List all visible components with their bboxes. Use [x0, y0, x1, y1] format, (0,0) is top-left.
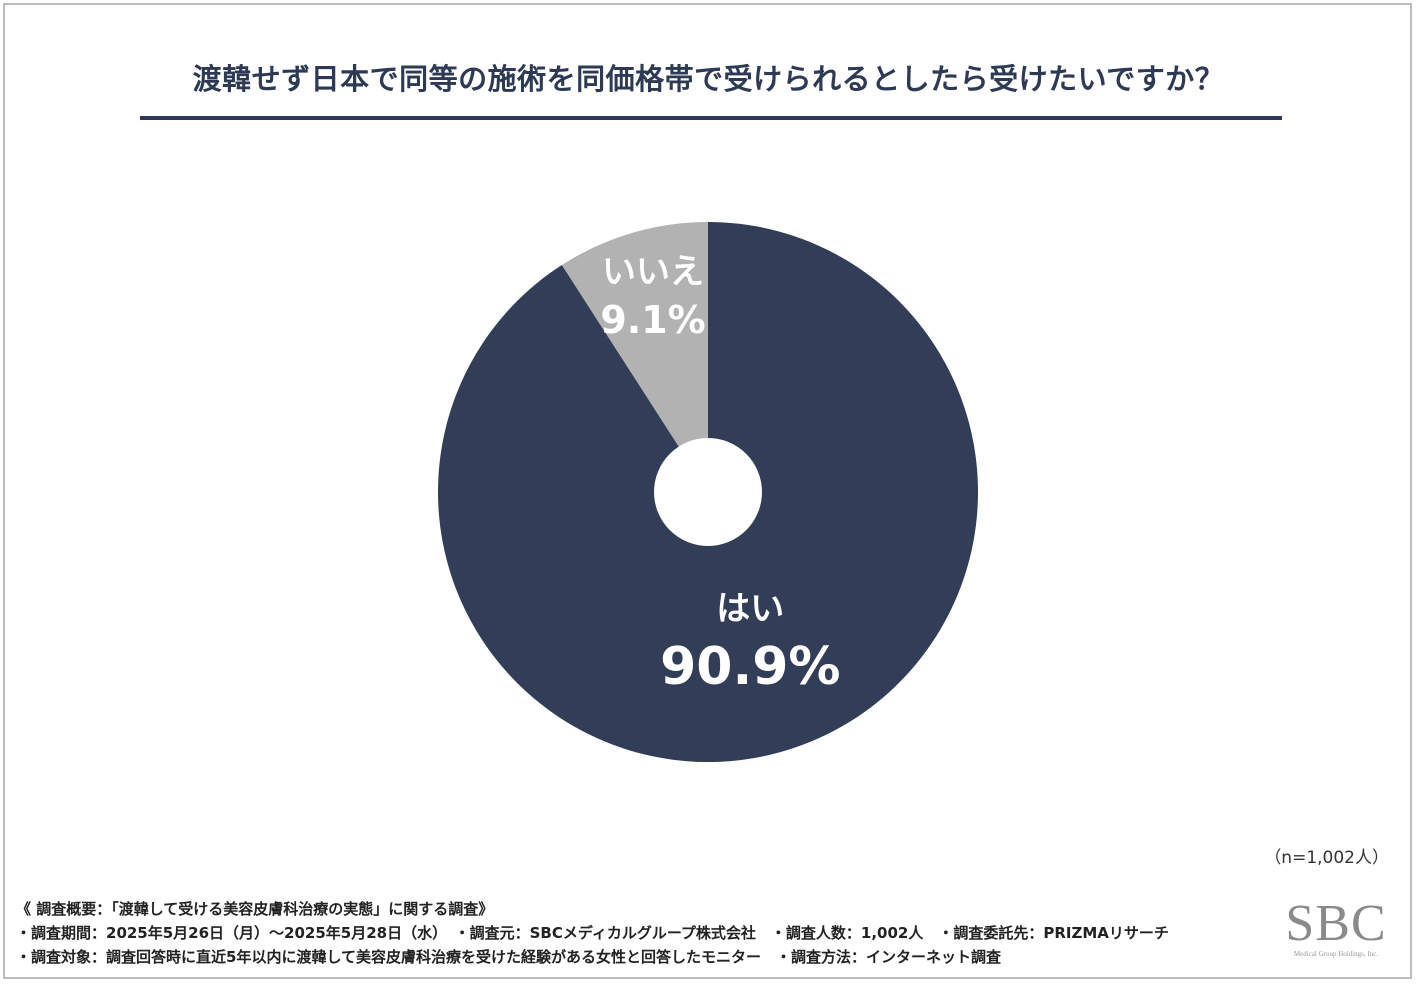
slice-no [561, 222, 708, 492]
label-yes-value: 90.9% [660, 637, 840, 697]
logo-subtitle: Medical Group Holdings, Inc. [1293, 950, 1379, 958]
survey-line-2: ・調査対象：調査回答時に直近5年以内に渡韓して美容皮膚科治療を受けた経験がある女… [16, 948, 1001, 966]
chart-title: 渡韓せず日本で同等の施術を同価格帯で受けられるとしたら受けたいですか？ [192, 62, 1225, 96]
survey-overview: 《 調査概要：「渡韓して受ける美容皮膚科治療の実態」に関する調査》 ・調査期間：… [16, 897, 1169, 969]
label-no-category: いいえ [602, 252, 704, 292]
title-underline [140, 116, 1282, 120]
survey-line-1: ・調査期間：2025年5月26日（月）～2025年5月28日（水） ・調査元：S… [16, 924, 1169, 942]
survey-heading: 《 調査概要：「渡韓して受ける美容皮膚科治療の実態」に関する調査》 [16, 900, 494, 918]
chart-frame [3, 3, 1412, 979]
logo-mark: SBC [1285, 895, 1387, 952]
label-yes-category: はい [716, 589, 784, 629]
sample-size-note: （n=1,002人） [1264, 848, 1389, 868]
sbc-logo: SBC Medical Group Holdings, Inc. [1272, 898, 1400, 964]
label-no-value: 9.1% [600, 298, 705, 342]
donut-hole [654, 438, 762, 546]
